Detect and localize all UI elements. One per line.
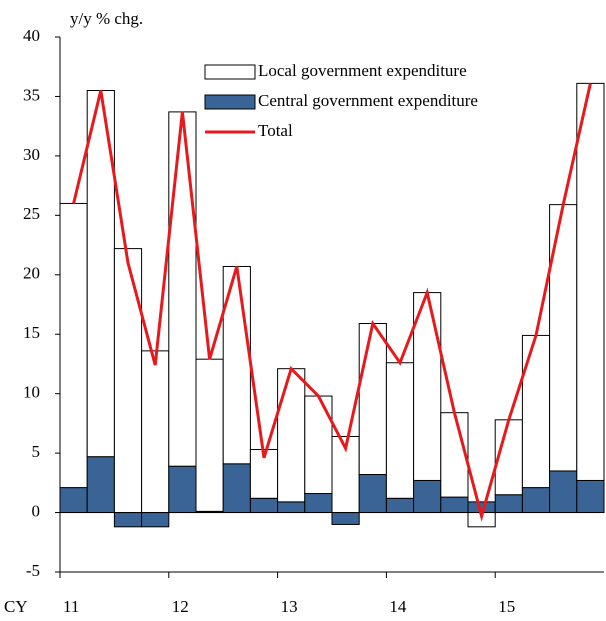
bar	[413, 292, 442, 481]
bar	[413, 479, 442, 514]
bar	[141, 512, 170, 528]
bar	[576, 479, 605, 514]
bar	[59, 202, 88, 489]
y-tick-label: -5	[26, 561, 40, 580]
bar	[576, 82, 605, 481]
y-tick-label: 5	[32, 442, 41, 461]
y-tick-label: 0	[32, 501, 41, 520]
legend-swatch	[204, 94, 256, 110]
x-tick-label: 12	[172, 597, 189, 616]
x-tick-label: 14	[389, 597, 407, 616]
bar	[440, 496, 469, 514]
bar	[249, 497, 279, 514]
bar	[141, 350, 170, 514]
bar	[168, 111, 197, 467]
bar	[222, 463, 251, 514]
x-tick-label: 11	[63, 597, 79, 616]
bar	[304, 493, 333, 514]
bar	[195, 358, 224, 512]
bar	[86, 456, 115, 514]
bar	[358, 474, 387, 514]
line	[72, 83, 592, 522]
bar	[331, 512, 360, 525]
x-tick-label: 15	[498, 597, 515, 616]
legend-swatch	[204, 64, 256, 80]
y-tick-label: 10	[23, 383, 40, 402]
bar	[521, 487, 551, 514]
x-tick-label: 13	[281, 597, 298, 616]
bar	[277, 501, 306, 514]
legend-label: Local government expenditure	[258, 61, 467, 80]
bar	[385, 497, 415, 514]
bar	[168, 465, 197, 514]
bar	[385, 362, 415, 499]
bar	[549, 470, 578, 514]
y-tick-label: 15	[23, 323, 40, 342]
legend-label: Central government expenditure	[258, 91, 478, 110]
bar	[494, 494, 523, 514]
bar	[113, 248, 143, 514]
y-axis-label: y/y % chg.	[70, 9, 143, 28]
y-tick-label: 35	[23, 85, 40, 104]
bar	[521, 334, 551, 489]
bar	[304, 395, 333, 495]
y-tick-label: 20	[23, 264, 40, 283]
bar	[113, 512, 143, 528]
bar	[59, 487, 88, 514]
legend-label: Total	[258, 121, 293, 140]
y-tick-label: 25	[23, 204, 40, 223]
y-tick-label: 40	[23, 26, 40, 45]
y-tick-label: 30	[23, 145, 40, 164]
bar	[440, 412, 469, 498]
bar	[358, 323, 387, 476]
x-axis-label: CY	[4, 597, 28, 616]
bar	[277, 368, 306, 503]
